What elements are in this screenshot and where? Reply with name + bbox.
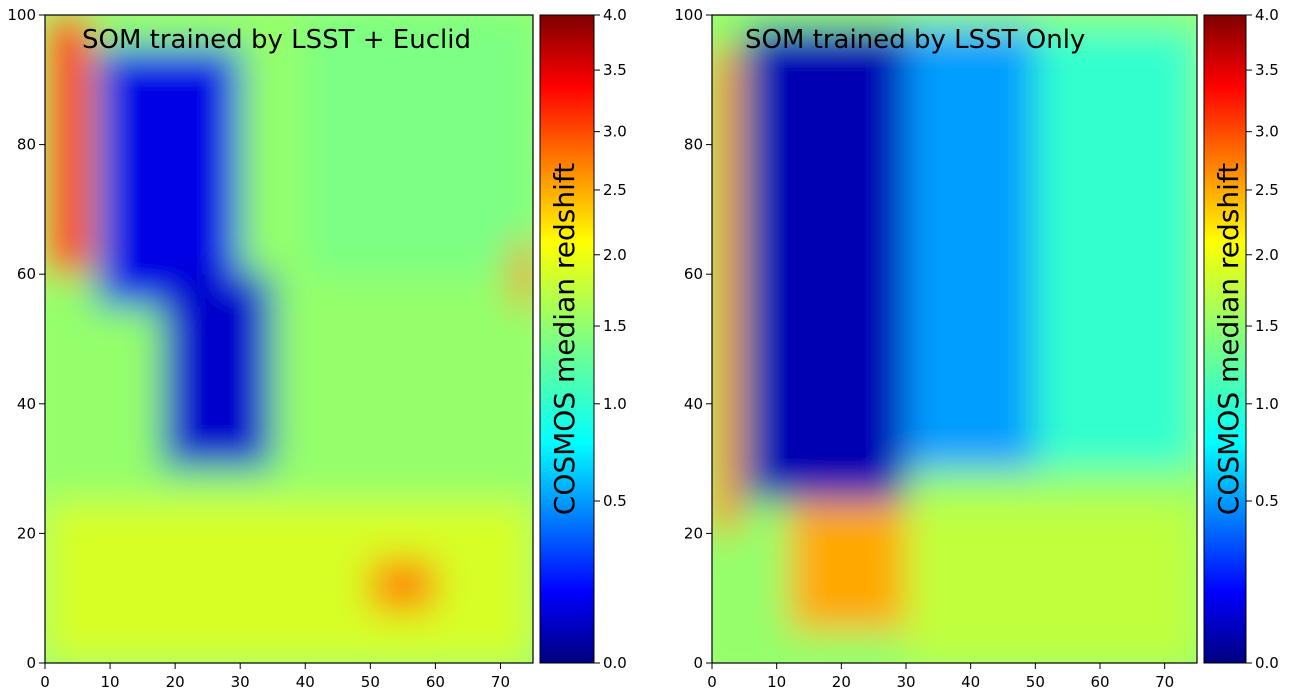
right-y-tick-label: 100	[674, 6, 703, 24]
right-colorbar-tick-label: 1.0	[1255, 395, 1279, 413]
left-plot-frame	[44, 14, 534, 664]
right-x-tick-label: 40	[961, 673, 980, 691]
right-colorbar-tick-label: 0.5	[1255, 492, 1279, 510]
left-heatmap-image	[45, 15, 533, 663]
left-heatmap-region-3	[305, 15, 533, 275]
right-colorbar-tick-label: 1.5	[1255, 317, 1279, 335]
right-x-tick-label: 20	[832, 673, 851, 691]
right-colorbar-tick-label: 2.5	[1255, 181, 1279, 199]
right-heatmap-region-0	[712, 47, 738, 534]
right-colorbar-tick-label: 4.0	[1255, 6, 1279, 24]
right-y-tick-label: 0	[693, 654, 703, 672]
right-plot-frame	[711, 14, 1198, 664]
left-y-tick-label: 80	[17, 136, 36, 154]
left-y-tick-label: 40	[17, 395, 36, 413]
left-colorbar-tick-label: 3.0	[603, 123, 627, 141]
right-colorbar-tick-label: 3.0	[1255, 123, 1279, 141]
right-colorbar: 0.0 0.5 1.0 1.5 2.0 2.5 3.0 3.5 4.0 COSMOS media…	[1203, 6, 1279, 672]
right-x-tick-label: 10	[767, 673, 786, 691]
left-x-tick-label: 20	[166, 673, 185, 691]
right-y-ticks: 0 20 40 60 80 100	[674, 6, 712, 672]
left-colorbar-tick-label: 2.5	[603, 181, 627, 199]
right-x-tick-label: 70	[1155, 673, 1174, 691]
left-x-ticks: 0 10 20 30 40 50 60 70	[40, 663, 510, 691]
left-x-tick-label: 10	[101, 673, 120, 691]
left-y-tick-label: 20	[17, 524, 36, 542]
right-x-tick-label: 60	[1090, 673, 1109, 691]
left-x-tick-label: 60	[426, 673, 445, 691]
right-heatmap-region-2	[906, 27, 1036, 469]
right-colorbar-ticks: 0.0 0.5 1.0 1.5 2.0 2.5 3.0 3.5 4.0	[1246, 6, 1279, 672]
right-panel-title: SOM trained by LSST Only	[745, 25, 1085, 55]
right-colorbar-label: COSMOS median redshift	[1212, 163, 1245, 515]
left-colorbar-tick-label: 4.0	[603, 6, 627, 24]
left-colorbar-tick-label: 0.0	[603, 654, 627, 672]
right-x-tick-label: 50	[1026, 673, 1045, 691]
left-heatmap-region-1	[97, 47, 241, 307]
left-x-tick-label: 50	[361, 673, 380, 691]
left-y-ticks: 0 20 40 60 80 100	[7, 6, 45, 672]
left-heatmap-region-0	[45, 15, 91, 275]
left-x-tick-label: 40	[296, 673, 315, 691]
left-colorbar-tick-label: 1.0	[603, 395, 627, 413]
left-panel-title: SOM trained by LSST + Euclid	[82, 25, 471, 55]
right-heatmap-region-1	[744, 27, 906, 502]
right-heatmap-panel: SOM trained by LSST Only 0 10 20 30 40 50 60 70…	[674, 6, 1279, 691]
left-heatmap-region-4	[45, 501, 533, 663]
right-x-tick-label: 0	[707, 673, 717, 691]
left-colorbar-tick-label: 0.5	[603, 492, 627, 510]
left-colorbar-ticks: 0.0 0.5 1.0 1.5 2.0 2.5 3.0 3.5 4.0	[594, 6, 627, 672]
left-y-tick-label: 100	[7, 6, 36, 24]
left-colorbar-tick-label: 1.5	[603, 317, 627, 335]
right-y-tick-label: 60	[684, 265, 703, 283]
right-x-tick-label: 30	[896, 673, 915, 691]
left-x-tick-label: 30	[231, 673, 250, 691]
right-colorbar-gradient	[1203, 14, 1247, 664]
right-y-tick-label: 40	[684, 395, 703, 413]
right-colorbar-tick-label: 3.5	[1255, 61, 1279, 79]
right-heatmap-image	[712, 15, 1197, 663]
right-colorbar-tick-label: 0.0	[1255, 654, 1279, 672]
right-y-tick-label: 20	[684, 524, 703, 542]
left-x-tick-label: 70	[491, 673, 510, 691]
left-heatmap-region-2	[162, 274, 273, 469]
left-x-tick-label: 0	[40, 673, 50, 691]
right-heatmap-region-3	[1035, 27, 1197, 469]
left-y-tick-label: 60	[17, 265, 36, 283]
left-heatmap-panel: SOM trained by LSST + Euclid 0 10 20 30 40 50…	[7, 6, 627, 691]
left-heatmap-region-5	[370, 559, 436, 612]
right-heatmap-region-5	[906, 501, 1197, 663]
left-colorbar: 0.0 0.5 1.0 1.5 2.0 2.5 3.0 3.5 4.0 COSMOS media…	[539, 6, 627, 672]
right-y-tick-label: 80	[684, 136, 703, 154]
left-y-tick-label: 0	[26, 654, 36, 672]
right-x-ticks: 0 10 20 30 40 50 60 70	[707, 663, 1174, 691]
left-heatmap-region-6	[513, 241, 533, 307]
right-colorbar-tick-label: 2.0	[1255, 246, 1279, 264]
left-colorbar-gradient	[539, 14, 595, 664]
left-colorbar-tick-label: 2.0	[603, 246, 627, 264]
right-heatmap-region-4	[789, 501, 906, 631]
left-colorbar-tick-label: 3.5	[603, 61, 627, 79]
left-colorbar-label: COSMOS median redshift	[548, 163, 581, 515]
